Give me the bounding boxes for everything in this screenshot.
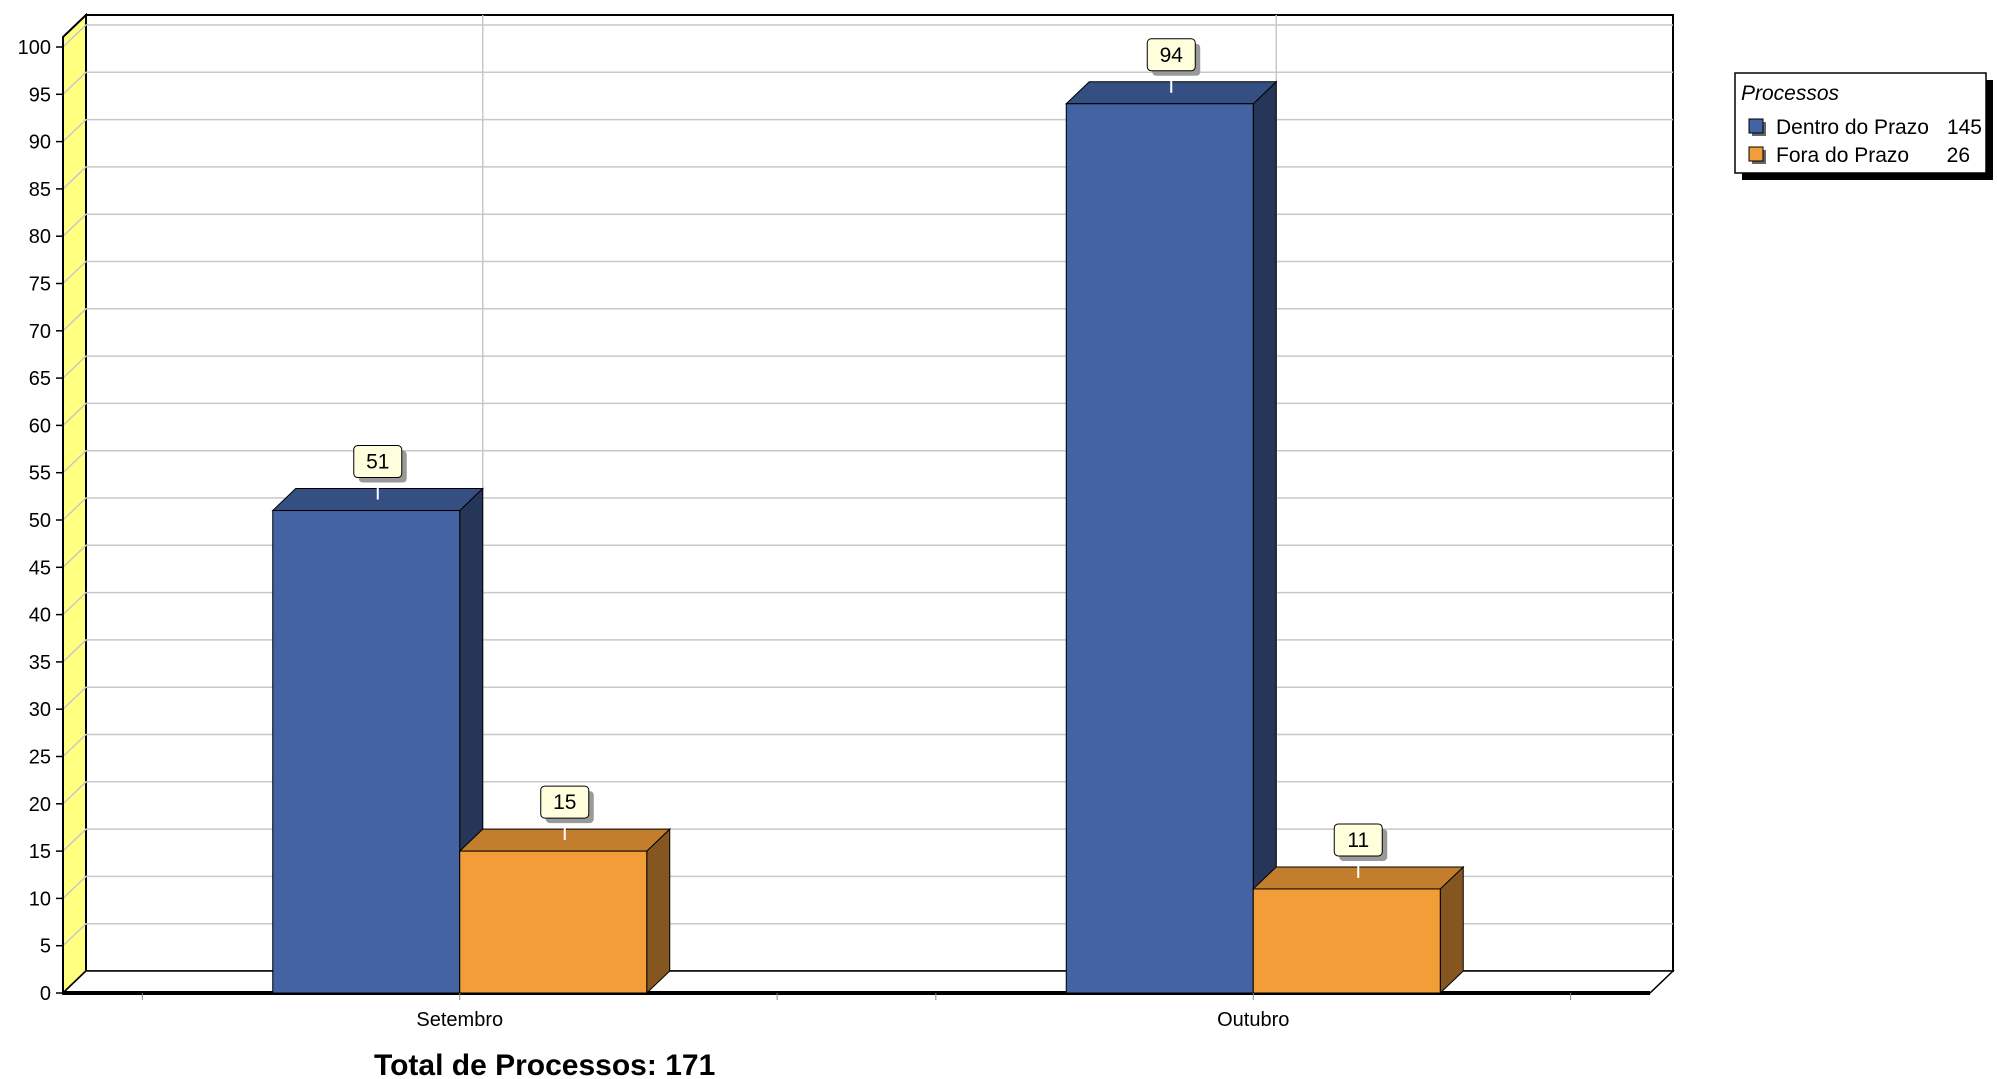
label-box	[1146, 38, 1196, 72]
y-tick-label: 20	[29, 794, 51, 816]
y-tick-label: 70	[29, 321, 51, 343]
y-tick-label: 60	[29, 415, 51, 437]
legend-title: Processos	[1741, 82, 1840, 105]
category-label: Setembro	[416, 1009, 503, 1031]
y-tick-label: 90	[29, 132, 51, 154]
label-box	[540, 785, 590, 819]
bar-side	[646, 827, 671, 995]
y-tick-label: 30	[29, 699, 51, 721]
y-tick-label: 95	[29, 84, 51, 106]
gridline	[62, 71, 1673, 95]
y-tick-label: 80	[29, 226, 51, 248]
category-label: Outubro	[1217, 1009, 1289, 1031]
y-tick-label: 45	[29, 557, 51, 579]
y-tick-label: 15	[29, 841, 51, 863]
bar	[1065, 103, 1254, 994]
legend-swatch-fora	[1748, 146, 1764, 162]
y-tick-label: 75	[29, 274, 51, 296]
bar	[459, 850, 648, 994]
x-axis: Setembro Outubro	[141, 993, 1572, 1031]
y-tick-label: 50	[29, 510, 51, 532]
legend-value-fora: 26	[1947, 144, 1970, 167]
y-tick-label: 35	[29, 652, 51, 674]
y-axis: 0 5 10 15 20 25 30 35 40 45 50 55 60 65 70 75 80 85 90 95 10…	[18, 37, 64, 1005]
label-box	[1333, 823, 1383, 857]
y-tick-label: 25	[29, 747, 51, 769]
bar-side	[1252, 80, 1277, 995]
y-tick-label: 55	[29, 463, 51, 485]
data-label: 51	[366, 451, 389, 474]
legend-label-dentro: Dentro do Prazo	[1776, 116, 1929, 139]
y-tick-label: 65	[29, 368, 51, 390]
y-axis-wall	[62, 12, 87, 996]
legend-swatch-dentro	[1748, 118, 1764, 134]
data-label: 94	[1160, 44, 1184, 67]
y-tick-label: 100	[18, 37, 51, 59]
legend-label-fora: Fora do Prazo	[1776, 144, 1909, 167]
y-tick-label: 40	[29, 605, 51, 627]
y-tick-label: 10	[29, 888, 51, 910]
legend-value-dentro: 145	[1947, 116, 1982, 139]
label-box	[353, 445, 403, 479]
bar	[272, 510, 461, 994]
bars	[271, 80, 1465, 995]
data-labels: 51 15 94 11	[353, 38, 1388, 878]
y-tick-label: 85	[29, 179, 51, 201]
legend: Processos Dentro do Prazo 145 Fora do Pr…	[1734, 72, 1993, 180]
data-label: 11	[1347, 829, 1369, 852]
bar	[1252, 888, 1441, 994]
total-processos-label: Total de Processos: 171	[374, 1049, 715, 1079]
y-tick-label: 5	[40, 936, 51, 958]
y-tick-label: 0	[40, 983, 51, 1005]
data-label: 15	[553, 791, 576, 814]
gridline	[62, 24, 1673, 48]
